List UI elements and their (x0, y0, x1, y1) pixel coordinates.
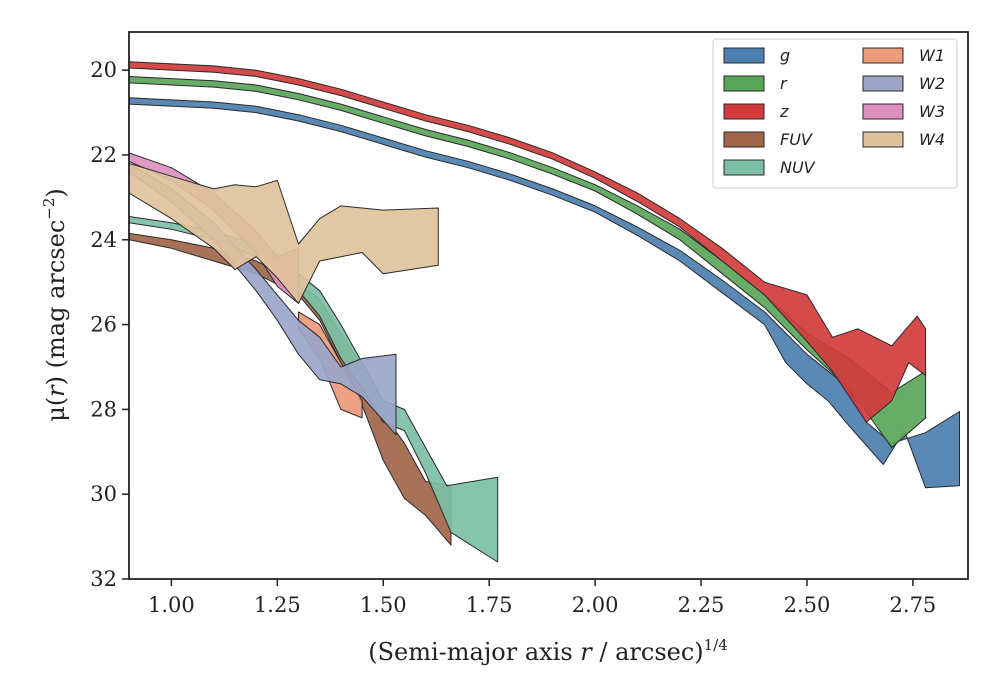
y-tick-label: 24 (90, 228, 117, 252)
x-tick-label: 1.25 (254, 593, 301, 617)
plot-frame (128, 31, 969, 580)
x-tick-label: 2.00 (572, 593, 619, 617)
y-tick-label: 20 (90, 58, 117, 82)
x-tick-label: 2.25 (678, 593, 725, 617)
legend: grz FUV NUV W1 W2 W3 W4 (712, 38, 958, 189)
x-tick-label: 2.75 (890, 593, 937, 617)
legend-label-w3: W3 (919, 102, 945, 121)
plot-area (129, 61, 960, 563)
x-axis-label: (Semi-major axis r / arcsec)1/4 (368, 636, 728, 666)
legend-swatch-z (723, 103, 765, 120)
x-tick-label: 2.50 (784, 593, 831, 617)
legend-label-w4: W4 (919, 130, 945, 149)
band-g (129, 97, 960, 489)
legend-label-z: z (779, 102, 789, 121)
band-z (129, 61, 927, 423)
legend-label-w1: W1 (919, 46, 945, 65)
legend-swatch-w3 (862, 103, 904, 120)
legend-swatch-fuv (723, 131, 765, 148)
legend-swatch-w2 (862, 75, 904, 92)
legend-label-r: r (780, 74, 788, 93)
legend-swatch-w1 (862, 47, 904, 64)
legend-swatch-g (723, 47, 765, 64)
legend-label-w2: W2 (919, 74, 945, 93)
legend-swatch-w4 (862, 131, 904, 148)
axis-ticks: 1.00 1.25 1.50 1.75 2.00 2.25 2.50 2.75 20 22 24 26… (90, 58, 936, 617)
x-tick-label: 1.75 (466, 593, 513, 617)
x-tick-label: 1.00 (148, 593, 195, 617)
y-tick-label: 22 (90, 143, 117, 167)
y-tick-label: 26 (90, 313, 117, 337)
y-axis-label: μ(r) (mag arcsec−2) (40, 188, 70, 422)
legend-label-nuv: NUV (780, 158, 816, 177)
legend-label-fuv: FUV (780, 130, 813, 149)
y-tick-label: 30 (90, 482, 117, 506)
y-tick-label: 32 (90, 567, 117, 591)
band-w4 (129, 162, 439, 304)
legend-label-g: g (780, 46, 790, 65)
y-tick-label: 28 (90, 397, 117, 421)
legend-swatch-nuv (723, 159, 765, 176)
band-r (129, 76, 927, 449)
x-tick-label: 1.50 (360, 593, 407, 617)
legend-swatch-r (723, 75, 765, 92)
